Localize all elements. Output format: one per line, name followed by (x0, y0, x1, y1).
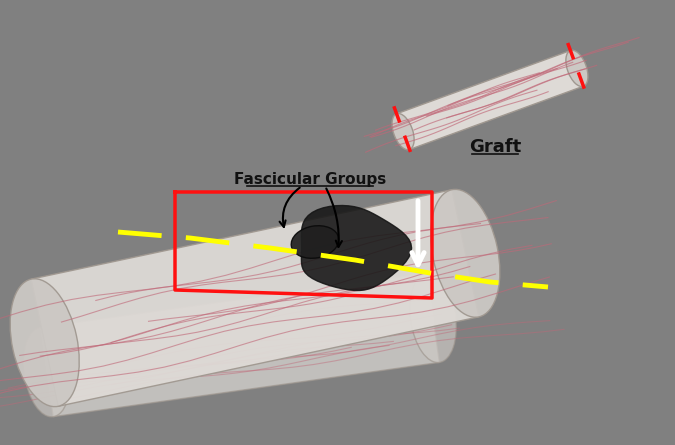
Ellipse shape (566, 50, 588, 86)
Ellipse shape (10, 279, 79, 407)
Ellipse shape (291, 226, 339, 258)
Ellipse shape (392, 113, 414, 150)
Polygon shape (40, 273, 439, 417)
Ellipse shape (410, 273, 456, 363)
Polygon shape (397, 51, 583, 150)
Polygon shape (31, 190, 479, 406)
Text: Fascicular Groups: Fascicular Groups (234, 172, 386, 187)
Ellipse shape (24, 328, 70, 417)
Text: Graft: Graft (469, 138, 521, 156)
Ellipse shape (431, 190, 500, 317)
Polygon shape (301, 206, 412, 291)
